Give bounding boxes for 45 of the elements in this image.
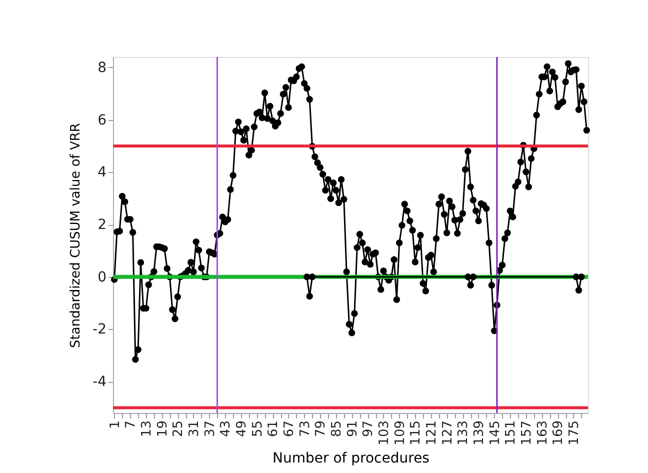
x-tick-label: 109 bbox=[392, 420, 408, 446]
x-tick-label: 37 bbox=[202, 420, 218, 438]
x-tick-label: 103 bbox=[376, 420, 392, 446]
y-tick-label: 6 bbox=[98, 112, 107, 128]
y-tick-label: -2 bbox=[92, 322, 106, 338]
x-tick-label: 13 bbox=[139, 420, 154, 438]
x-tick-label: 169 bbox=[551, 420, 566, 446]
x-axis-title: Number of procedures bbox=[272, 450, 430, 466]
x-tick-label: 19 bbox=[155, 420, 170, 438]
x-tick-label: 91 bbox=[345, 420, 360, 438]
x-tick-label: 55 bbox=[250, 420, 266, 438]
x-tick-label: 145 bbox=[488, 420, 503, 446]
x-tick-label: 49 bbox=[234, 420, 250, 438]
y-tick-label: -4 bbox=[92, 374, 107, 390]
x-tick-label: 121 bbox=[424, 420, 440, 446]
y-tick-label: 8 bbox=[98, 60, 106, 76]
y-tick-label: 2 bbox=[98, 217, 106, 234]
x-tick-label: 43 bbox=[218, 420, 234, 438]
x-tick-label: 79 bbox=[314, 420, 329, 438]
x-tick-label: 157 bbox=[519, 420, 534, 446]
x-tick-label: 67 bbox=[282, 420, 297, 438]
y-axis-title: Standardized CUSUM value of VRR bbox=[68, 123, 84, 348]
x-tick-label: 25 bbox=[171, 420, 186, 438]
x-tick-label: 163 bbox=[535, 420, 550, 446]
point bbox=[467, 282, 474, 289]
x-tick-label: 85 bbox=[329, 420, 344, 438]
x-tick-label: 115 bbox=[408, 420, 424, 446]
x-tick-label: 151 bbox=[504, 420, 519, 446]
x-tick-label: 127 bbox=[440, 420, 456, 446]
y-tick-label: 0 bbox=[98, 269, 106, 286]
x-tick-label: 133 bbox=[456, 420, 472, 446]
x-tick-label: 1 bbox=[108, 420, 123, 429]
y-tick-label: 4 bbox=[98, 164, 107, 181]
x-tick-label: 31 bbox=[186, 420, 202, 438]
point bbox=[308, 274, 316, 280]
x-tick-label: 139 bbox=[472, 420, 487, 446]
point bbox=[470, 274, 477, 280]
point bbox=[306, 292, 313, 300]
x-tick-label: 175 bbox=[566, 420, 582, 446]
point bbox=[578, 274, 585, 280]
x-tick-label: 61 bbox=[266, 420, 282, 438]
x-tick-label: 73 bbox=[298, 420, 313, 438]
point bbox=[575, 286, 582, 294]
x-tick-label: 97 bbox=[361, 420, 376, 438]
x-tick-label: 7 bbox=[124, 420, 139, 429]
